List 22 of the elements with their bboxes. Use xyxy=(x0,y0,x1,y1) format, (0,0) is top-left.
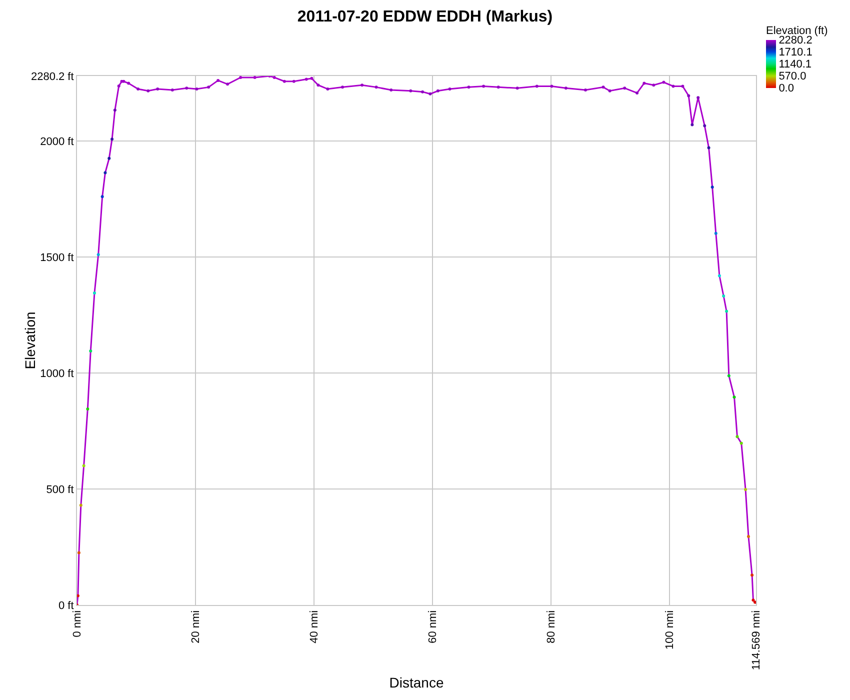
y-tick-label: 0 ft xyxy=(58,600,74,612)
color-bar-label: 2280.2 xyxy=(778,34,812,46)
color-bar-label: 570.0 xyxy=(778,70,806,82)
x-tick-label: 0 nmi xyxy=(72,610,84,638)
x-tick-label: 60 nmi xyxy=(427,610,440,644)
chart-title: 2011-07-20 EDDW EDDH (Markus) xyxy=(297,8,553,26)
color-bar-label: 0.0 xyxy=(778,82,794,94)
x-axis-title: Distance xyxy=(389,674,444,690)
color-bar-label: 1710.1 xyxy=(778,46,812,58)
color-bar-label: 1140.1 xyxy=(778,58,812,70)
x-tick-label: 80 nmi xyxy=(546,610,558,644)
x-tick-label: 40 nmi xyxy=(308,610,321,644)
y-tick-label: 1500 ft xyxy=(40,252,74,264)
y-tick-label: 1000 ft xyxy=(40,368,74,380)
y-tick-label: 500 ft xyxy=(46,484,74,496)
x-tick-label: 114.569 nmi xyxy=(750,610,763,670)
x-tick-label: 100 nmi xyxy=(664,610,676,650)
y-tick-label: 2000 ft xyxy=(40,136,74,148)
color-bar-title: Elevation (ft) xyxy=(766,24,828,37)
y-tick-label: 2280.2 ft xyxy=(30,70,74,83)
x-tick-label: 20 nmi xyxy=(190,610,202,644)
y-axis-title: Elevation xyxy=(22,312,38,370)
